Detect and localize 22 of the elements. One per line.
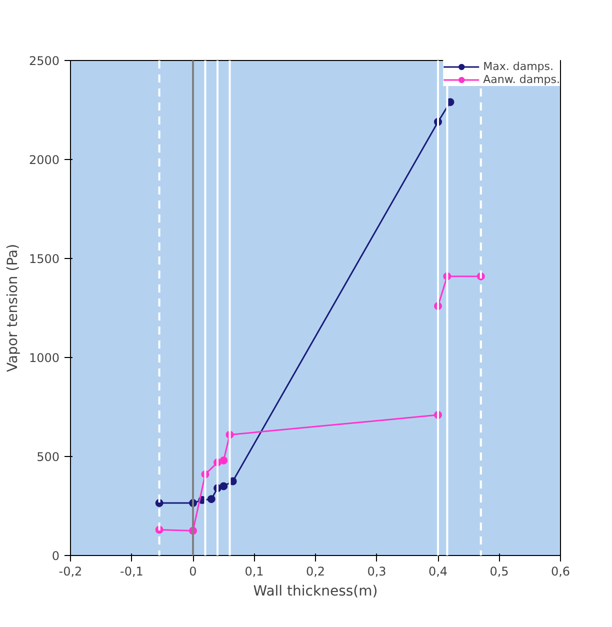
y-tick-label: 2500 <box>28 54 60 68</box>
x-tick-label: 0,5 <box>490 564 509 578</box>
point <box>220 482 228 490</box>
point <box>220 456 228 464</box>
y-axis-title: Vapor tension (Pa) <box>4 244 21 372</box>
x-tick-label: 0,4 <box>428 564 448 578</box>
y-tick-label: 1000 <box>28 351 60 365</box>
legend-label: Aanw. damps. <box>483 73 560 86</box>
x-axis-title: Wall thickness(m) <box>253 584 378 600</box>
x-tick-label: 0,6 <box>550 564 570 578</box>
y-tick-label: 1500 <box>28 252 60 266</box>
x-tick-label: -0,2 <box>58 564 82 578</box>
legend-label: Max. damps. <box>483 60 554 73</box>
x-tick-label: -0,1 <box>120 564 144 578</box>
point <box>207 495 216 504</box>
y-tick-label: 500 <box>36 450 60 464</box>
y-tick-label: 0 <box>52 549 60 563</box>
x-tick-label: 0,3 <box>367 564 386 578</box>
y-tick-label: 2000 <box>28 153 60 167</box>
x-tick-label: 0,2 <box>306 564 326 578</box>
x-tick-label: 0,1 <box>244 564 264 578</box>
x-tick-label: 0 <box>189 564 197 578</box>
